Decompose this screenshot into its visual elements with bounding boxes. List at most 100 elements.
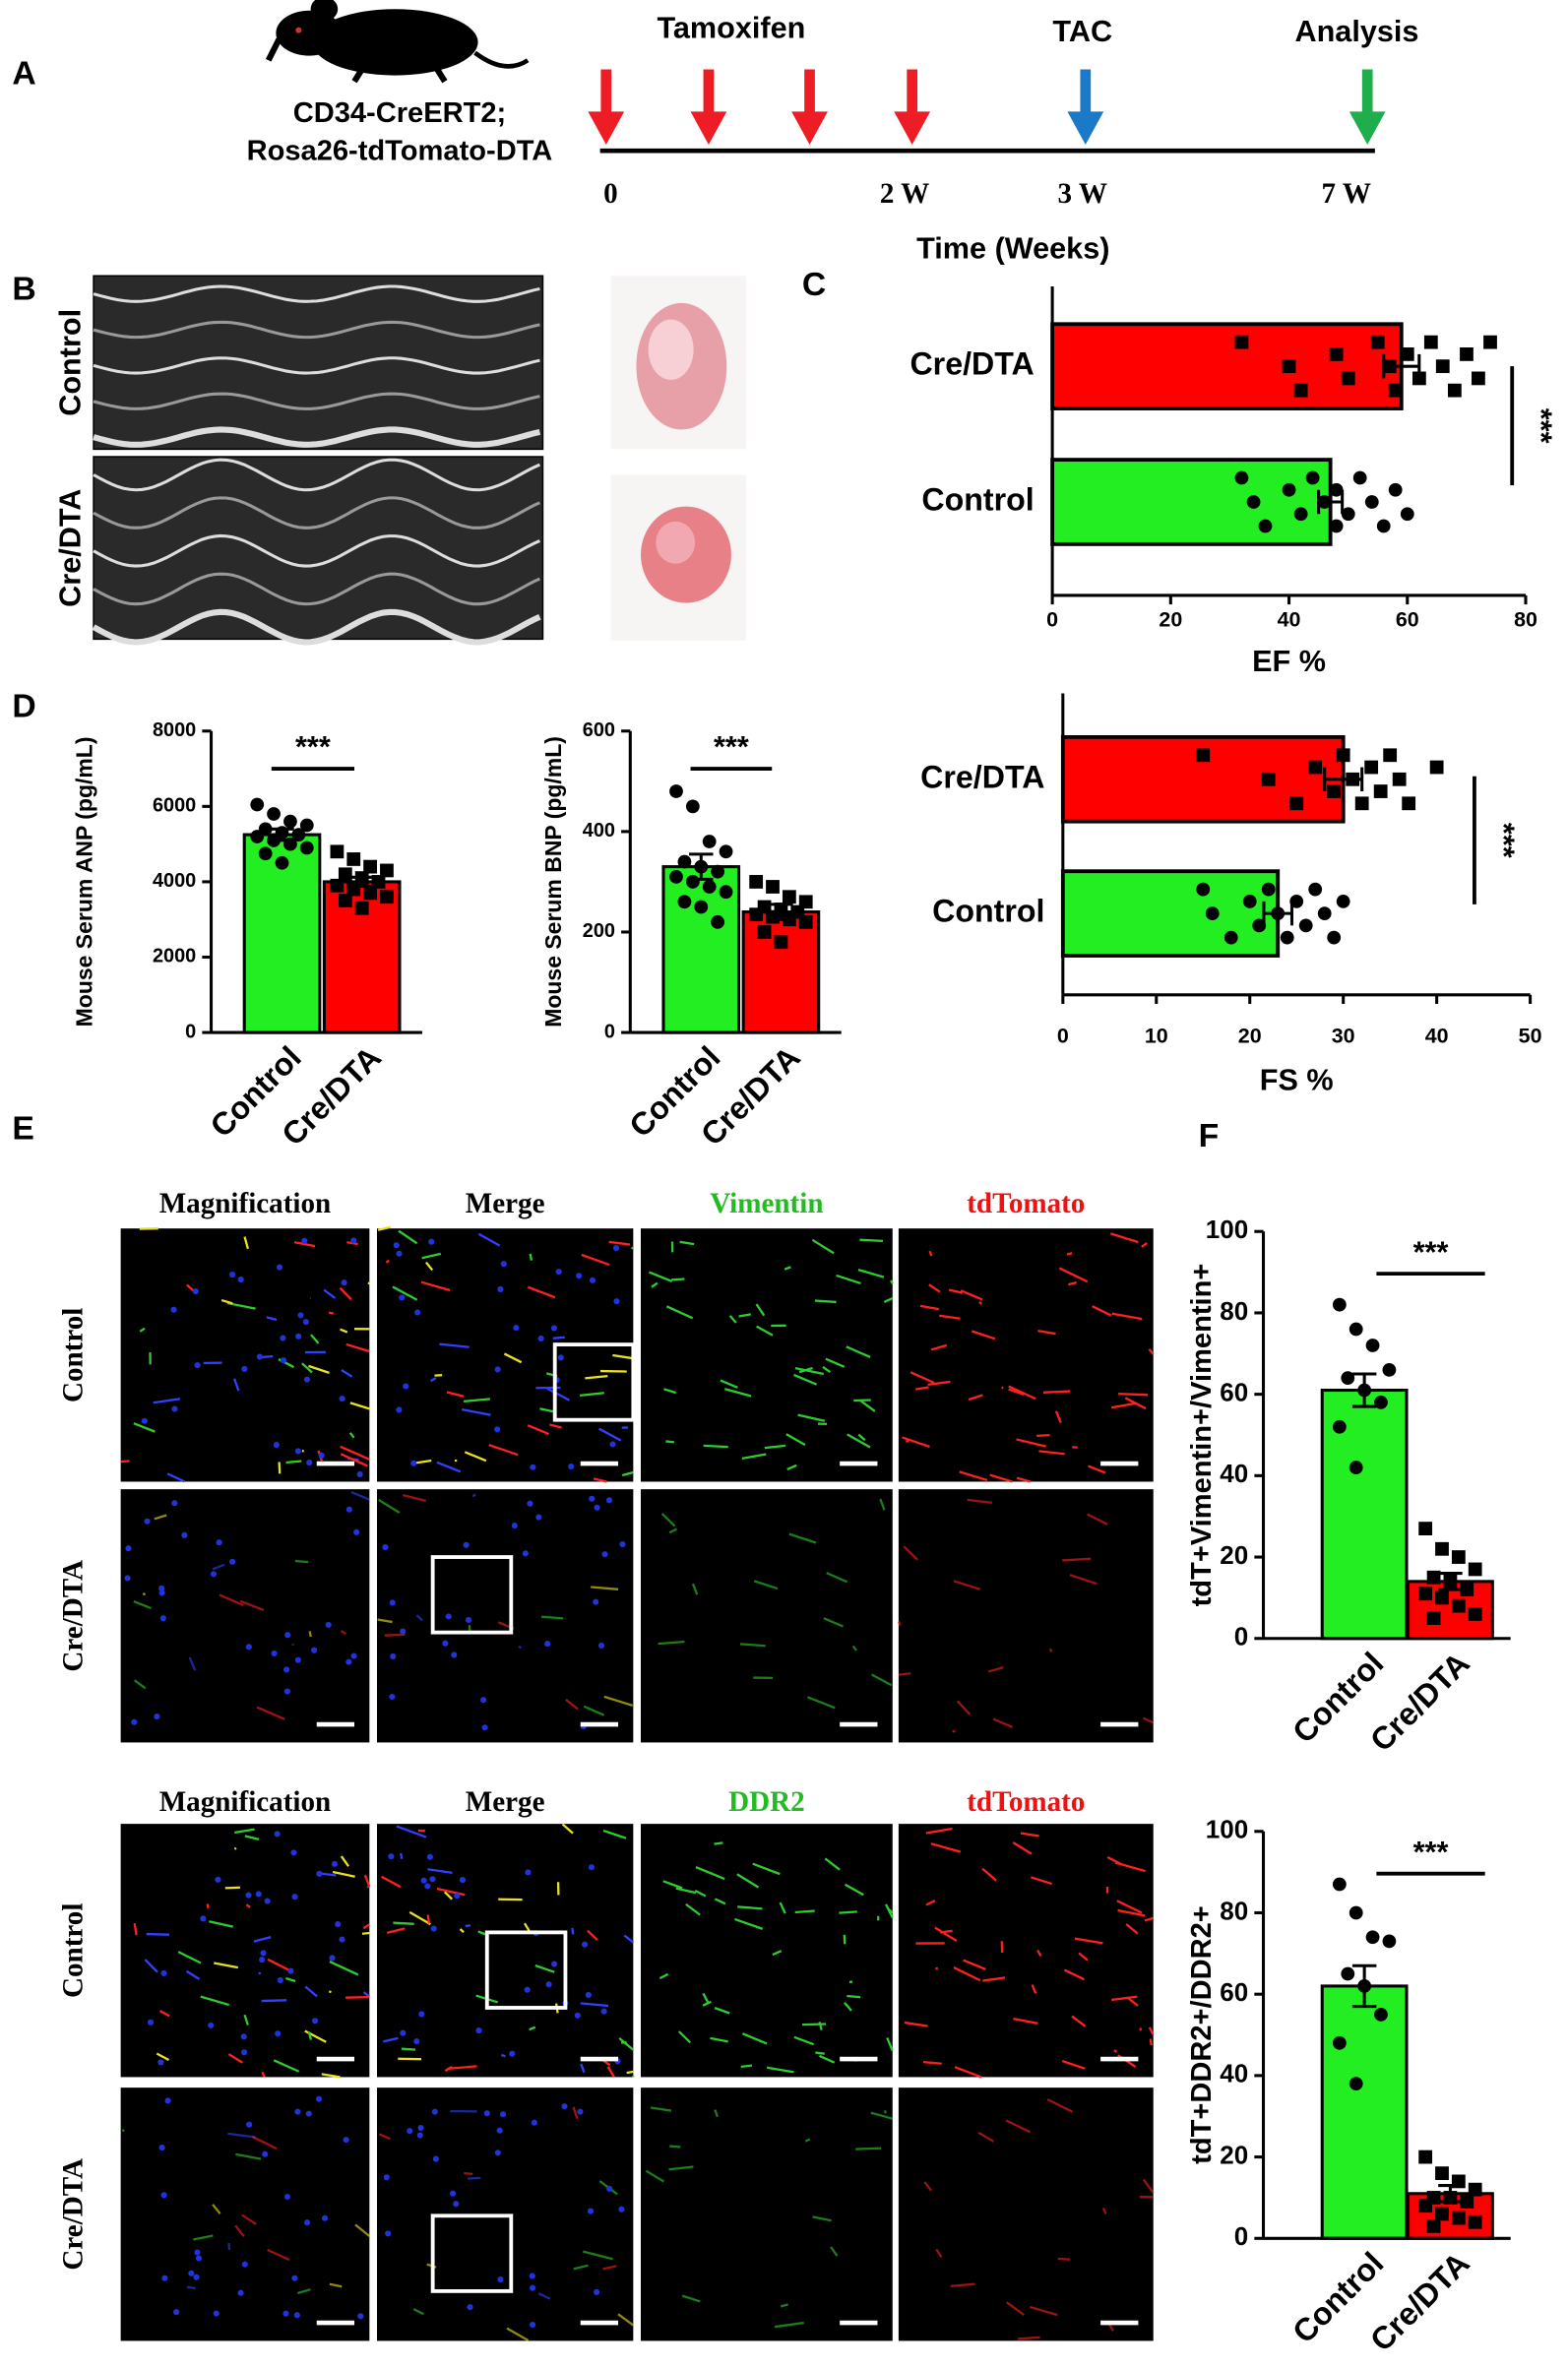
cell-signal (261, 2071, 266, 2078)
cell-signal (420, 1280, 451, 1292)
data-point (1258, 519, 1273, 533)
cell-signal (602, 1829, 627, 1839)
micrograph (641, 1824, 893, 2078)
cell-signal (1148, 2026, 1155, 2035)
cell-signal (1116, 1900, 1143, 1914)
column-header: Merge (466, 1786, 545, 1818)
cell-signal (362, 1991, 371, 1998)
cell-signal (185, 1969, 201, 1980)
cell-signal (392, 1285, 418, 1301)
bar (1050, 458, 1333, 546)
cell-signal (741, 1453, 767, 1461)
nucleus (295, 1333, 302, 1340)
cell-signal (444, 2065, 453, 2073)
cell-signal (755, 1303, 766, 1317)
data-point (669, 784, 683, 798)
micrograph (641, 1228, 893, 1482)
nucleus (160, 1969, 167, 1976)
cell-signal (527, 1285, 556, 1299)
cell-signal (928, 1250, 933, 1257)
cell-signal (1114, 1861, 1146, 1873)
cell-signal (923, 2181, 932, 2192)
cell-signal (350, 1490, 370, 1501)
cell-signal (989, 1473, 1013, 1483)
nucleus (431, 2108, 438, 2115)
cell-signal (764, 1444, 786, 1450)
cell-signal (154, 1514, 167, 1521)
cell-signal (858, 1399, 876, 1412)
cell-signal (977, 2131, 994, 2143)
nucleus (529, 2321, 536, 2329)
cell-signal (583, 2250, 613, 2261)
cell-signal (529, 2025, 536, 2031)
inset-box (430, 1555, 514, 1635)
cell-signal (159, 2010, 170, 2018)
data-point (354, 901, 369, 915)
y-axis-label: tdT+Vimentin+/Vimentin+ (1186, 1264, 1218, 1607)
data-point (1289, 796, 1304, 811)
nucleus (188, 2270, 195, 2276)
cell-signal (1031, 1984, 1037, 1994)
nucleus (550, 1325, 558, 1332)
cell-signal (814, 1299, 837, 1304)
cell-signal (1042, 1390, 1071, 1394)
data-point (782, 890, 796, 904)
data-point (1426, 2218, 1441, 2233)
y-axis-label: Mouse Serum ANP (pg/mL) (71, 737, 96, 1028)
cell-signal (340, 1453, 368, 1467)
cell-signal (1110, 1995, 1138, 2002)
x-tick-label: 0 (1046, 608, 1058, 632)
nucleus (339, 1936, 345, 1943)
cell-signal (679, 1240, 695, 1246)
data-point (380, 890, 394, 904)
nucleus (494, 2150, 501, 2156)
panel-label: B (12, 271, 35, 307)
cell-signal (284, 1976, 296, 1983)
cell-signal (384, 1633, 406, 1637)
cell-signal (367, 1281, 371, 1285)
cell-signal (1036, 1434, 1050, 1438)
cell-signal (348, 1432, 355, 1439)
nucleus (291, 2275, 298, 2281)
data-point (250, 797, 265, 812)
echo-trace (92, 608, 541, 646)
y-tick-label: 200 (583, 920, 615, 942)
cell-signal (714, 1841, 723, 1845)
nucleus (280, 1357, 287, 1364)
cell-signal (133, 1600, 152, 1610)
nucleus (356, 1470, 363, 1478)
cell-signal (572, 2106, 579, 2120)
cell-signal (540, 1615, 564, 1620)
time-tick-label: 2 W (880, 178, 929, 210)
data-point (1205, 906, 1220, 920)
data-point (1365, 1930, 1380, 1945)
data-point (1352, 470, 1367, 485)
cell-signal (436, 1887, 466, 1897)
cell-signal (630, 1246, 635, 1250)
data-point (1383, 748, 1398, 763)
cell-signal (618, 2037, 635, 2051)
nucleus (606, 2185, 613, 2192)
cell-signal (200, 1995, 230, 2007)
nucleus (144, 1518, 151, 1525)
cell-signal (235, 2152, 262, 2160)
cell-signal (724, 1388, 752, 1398)
cell-signal (1071, 2015, 1087, 2027)
nucleus (245, 1892, 252, 1899)
cell-signal (930, 1842, 962, 1853)
nucleus (213, 2310, 220, 2317)
cell-signal (950, 2282, 975, 2287)
echo-image (93, 275, 544, 451)
nucleus (294, 1656, 301, 1663)
nucleus (445, 1613, 452, 1620)
nucleus (511, 1522, 518, 1529)
cell-signal (1139, 2027, 1143, 2031)
data-point (1336, 894, 1350, 908)
cell-signal (144, 1959, 158, 1973)
cell-signal (909, 1371, 935, 1385)
cell-signal (959, 1470, 988, 1482)
nucleus (545, 1981, 552, 1988)
cell-signal (668, 1527, 677, 1534)
cell-signal (459, 1928, 465, 1934)
cell-signal (256, 1706, 285, 1720)
